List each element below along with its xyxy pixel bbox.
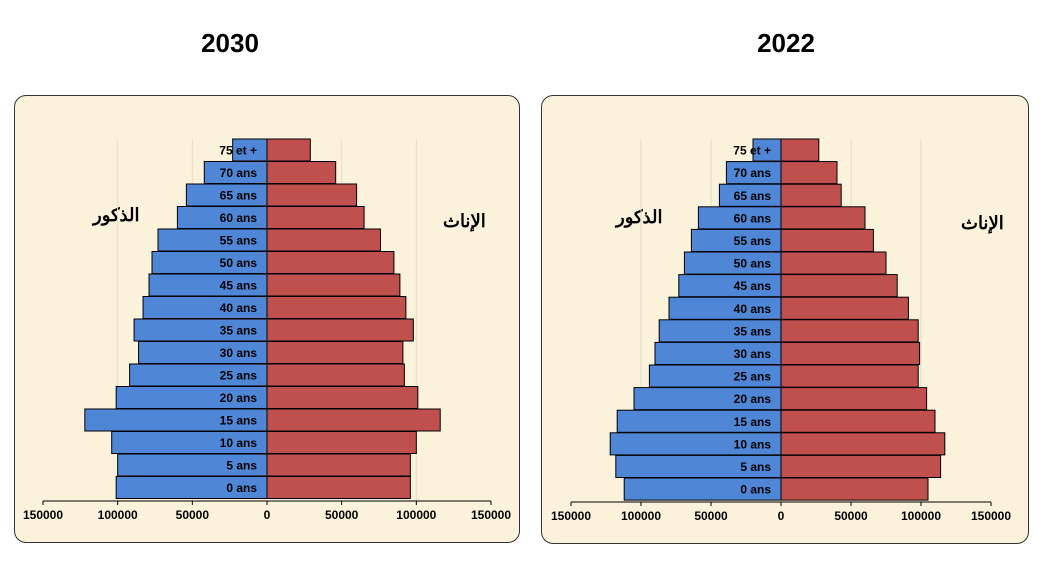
x-tick-label: 50000	[325, 508, 359, 522]
age-group-label: 65 ans	[220, 189, 258, 203]
x-tick-label: 0	[778, 509, 785, 523]
bar-female-45-ans	[780, 274, 898, 298]
bar-female-10-ans	[266, 431, 417, 454]
bar-female-25-ans	[266, 363, 405, 387]
age-group-label: 40 ans	[220, 301, 258, 315]
age-group-label: 35 ans	[734, 324, 772, 338]
x-tick-label: 100000	[396, 508, 436, 522]
age-group-label: 30 ans	[220, 346, 258, 360]
x-tick-label: 100000	[98, 508, 138, 522]
pyramid-svg-2030: 75 et + 70 ans 65 ans 60 ans 55 ans 50 ans 45 …	[23, 138, 511, 522]
age-group-label: 70 ans	[734, 166, 772, 180]
female-side-label: الإناث	[961, 213, 1004, 233]
age-group-label: 45 ans	[734, 279, 772, 293]
chart-title-2022: 2022	[757, 28, 815, 58]
bar-female-75-et-	[266, 138, 311, 162]
age-group-label: 45 ans	[220, 279, 258, 293]
bar-female-0-ans	[780, 477, 929, 501]
bar-female-65-ans	[780, 183, 842, 207]
age-group-label: 55 ans	[220, 234, 258, 248]
age-group-label: 40 ans	[734, 302, 772, 316]
age-group-label: 20 ans	[734, 392, 772, 406]
chart-title-2030: 2030	[201, 28, 259, 58]
pyramid-svg-2022: 75 et + 70 ans 65 ans 60 ans 55 ans 50 ans 45 …	[551, 138, 1011, 523]
x-tick-label: 150000	[551, 509, 591, 523]
age-group-label: 50 ans	[734, 257, 772, 271]
bar-female-10-ans	[780, 432, 946, 456]
age-group-label: 25 ans	[734, 370, 772, 384]
bar-female-70-ans	[266, 161, 337, 184]
age-group-label: 70 ans	[220, 166, 258, 180]
x-tick-label: 50000	[176, 508, 210, 522]
bar-female-40-ans	[780, 296, 909, 320]
x-tick-label: 150000	[971, 509, 1011, 523]
age-group-label: 65 ans	[734, 189, 772, 203]
age-group-label: 10 ans	[734, 437, 772, 451]
x-tick-label: 100000	[621, 509, 661, 523]
pyramid-panel-2030: الذكور الإناث 75 et + 70 ans 65 ans 60 ans 5…	[14, 95, 520, 543]
age-group-label: 15 ans	[734, 415, 772, 429]
bar-female-50-ans	[780, 251, 887, 275]
age-group-label: 10 ans	[220, 436, 258, 450]
age-group-label: 0 ans	[740, 483, 771, 497]
bar-female-20-ans	[780, 387, 928, 411]
age-group-label: 75 et +	[219, 144, 257, 158]
age-group-label: 5 ans	[226, 459, 257, 473]
bar-female-5-ans	[780, 454, 942, 478]
age-group-label: 25 ans	[220, 369, 258, 383]
x-tick-label: 150000	[23, 508, 63, 522]
bar-female-70-ans	[780, 161, 838, 185]
bar-female-15-ans	[780, 409, 936, 433]
age-group-label: 20 ans	[220, 391, 258, 405]
male-side-label: الذكور	[93, 205, 140, 225]
age-group-label: 60 ans	[734, 211, 772, 225]
bar-female-35-ans	[780, 319, 919, 343]
age-group-label: 15 ans	[220, 414, 258, 428]
bar-female-25-ans	[780, 364, 919, 388]
bar-female-75-et-	[780, 138, 820, 162]
pyramid-panel-2022: الذكور الإناث 75 et + 70 ans 65 ans 60 ans 5…	[541, 95, 1029, 544]
age-group-label: 5 ans	[740, 460, 771, 474]
age-group-label: 30 ans	[734, 347, 772, 361]
bar-female-55-ans	[266, 228, 381, 252]
bar-female-30-ans	[266, 341, 404, 364]
bar-female-35-ans	[266, 318, 414, 342]
age-group-label: 55 ans	[734, 234, 772, 248]
x-tick-label: 150000	[471, 508, 511, 522]
bar-female-20-ans	[266, 386, 419, 409]
age-group-label: 50 ans	[220, 256, 258, 270]
bar-female-55-ans	[780, 228, 874, 252]
bar-female-5-ans	[266, 453, 411, 477]
bar-female-50-ans	[266, 251, 395, 274]
x-tick-label: 50000	[694, 509, 728, 523]
bar-female-0-ans	[266, 476, 411, 499]
x-tick-label: 50000	[834, 509, 868, 523]
age-group-label: 60 ans	[220, 211, 258, 225]
bar-female-60-ans	[266, 206, 365, 229]
male-side-label: الذكور	[616, 207, 663, 227]
x-tick-label: 100000	[901, 509, 941, 523]
bar-female-45-ans	[266, 273, 401, 297]
bar-female-60-ans	[780, 206, 866, 230]
bar-female-15-ans	[266, 408, 441, 432]
x-tick-label: 0	[264, 508, 271, 522]
bar-female-30-ans	[780, 341, 921, 365]
age-group-label: 75 et +	[733, 144, 771, 158]
bar-female-40-ans	[266, 296, 407, 319]
age-group-label: 35 ans	[220, 324, 258, 338]
age-group-label: 0 ans	[226, 481, 257, 495]
female-side-label: الإناث	[443, 211, 486, 231]
bar-female-65-ans	[266, 183, 358, 207]
